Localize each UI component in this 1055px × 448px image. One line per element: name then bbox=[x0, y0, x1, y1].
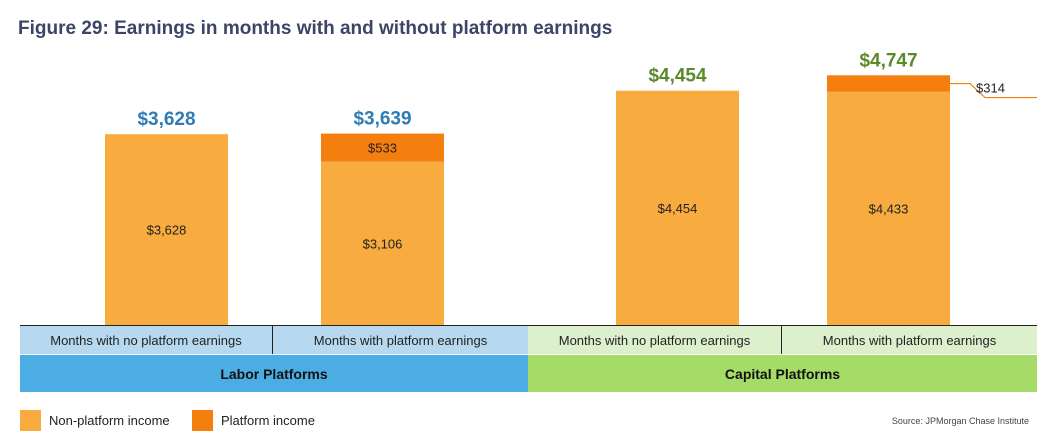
leader-line bbox=[950, 82, 1037, 99]
bar-non-platform bbox=[105, 134, 228, 325]
bar-value-label: $533 bbox=[368, 141, 397, 156]
bar-non-platform bbox=[616, 90, 739, 325]
legend-label: Platform income bbox=[221, 413, 315, 428]
category-label: Months with no platform earnings bbox=[20, 326, 273, 354]
group-label-labor: Labor Platforms bbox=[20, 355, 528, 392]
category-label: Months with platform earnings bbox=[273, 326, 528, 354]
legend-swatch-non-platform bbox=[20, 410, 41, 431]
bar-value-label: $4,433 bbox=[869, 201, 909, 216]
bar-total-label: $4,747 bbox=[859, 50, 917, 71]
legend-item-non-platform: Non-platform income bbox=[20, 410, 170, 431]
bar-platform bbox=[321, 133, 444, 162]
bar-total-label: $3,628 bbox=[137, 109, 195, 130]
stacked-bar-chart: $3,628 $3,628 $3,106 $533 $3,639 $4,454 $4,454… bbox=[105, 50, 1037, 325]
group-label-capital: Capital Platforms bbox=[528, 355, 1037, 392]
bar-platform bbox=[827, 75, 950, 92]
legend-swatch-platform bbox=[192, 410, 213, 431]
x-axis-line bbox=[20, 325, 1037, 326]
legend-label: Non-platform income bbox=[49, 413, 170, 428]
category-label: Months with platform earnings bbox=[782, 326, 1037, 354]
labels-layer: $3,628 $3,628 $3,106 $533 $3,639 $4,454 $4,454… bbox=[137, 50, 1037, 251]
bar-value-label: $3,106 bbox=[363, 236, 403, 251]
bar-value-label: $3,628 bbox=[147, 223, 187, 238]
bars-layer bbox=[105, 75, 950, 325]
category-label: Months with no platform earnings bbox=[528, 326, 782, 354]
bar-non-platform bbox=[321, 161, 444, 325]
bar-value-label: $4,454 bbox=[658, 201, 698, 216]
source-note: Source: JPMorgan Chase Institute bbox=[891, 416, 1029, 426]
bar-value-label: $314 bbox=[976, 81, 1005, 96]
bar-total-label: $4,454 bbox=[648, 66, 707, 87]
chart-title: Figure 29: Earnings in months with and w… bbox=[18, 18, 613, 39]
bar-non-platform bbox=[827, 91, 950, 325]
legend-item-platform: Platform income bbox=[192, 410, 315, 431]
bar-total-label: $3,639 bbox=[353, 109, 411, 130]
